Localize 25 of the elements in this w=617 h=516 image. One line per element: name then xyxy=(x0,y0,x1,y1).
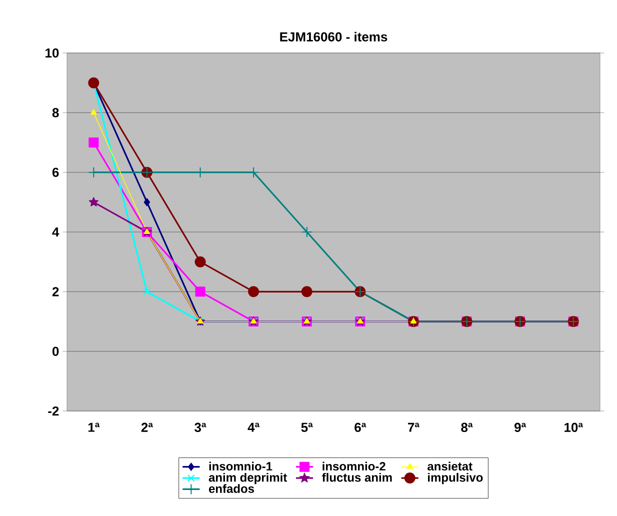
x-tick-label: 1ª xyxy=(88,422,100,432)
y-tick-label: -2 xyxy=(48,406,59,416)
x-tick-label: 9ª xyxy=(514,422,526,432)
x-tick-label: 10ª xyxy=(564,422,583,432)
y-tick-label: 2 xyxy=(52,287,59,296)
x-tick-label: 3ª xyxy=(194,422,206,432)
x-tick-label: 2ª xyxy=(141,422,153,432)
legend-label: impulsivo xyxy=(428,472,483,484)
x-tick-label: 5ª xyxy=(301,422,313,432)
legend-label: insomnio-2 xyxy=(322,462,386,471)
y-tick-label: 0 xyxy=(52,346,59,356)
legend-label: fluctus anim xyxy=(322,472,392,482)
legend-label: ansietat xyxy=(428,462,472,471)
y-tick-label: 6 xyxy=(52,168,59,177)
y-tick-label: 8 xyxy=(52,108,59,118)
y-tick-label: 4 xyxy=(52,228,60,236)
legend-label: anim deprimit xyxy=(208,472,288,484)
x-tick-label: 7ª xyxy=(408,422,420,432)
legend-label: insomnio-1 xyxy=(209,462,272,471)
legend-label: enfados xyxy=(208,484,254,493)
x-tick-label: 6ª xyxy=(354,422,366,432)
x-tick-label: 8ª xyxy=(461,422,473,432)
chart-title: EJM16060 - items xyxy=(280,32,388,42)
x-tick-label: 4ª xyxy=(248,422,260,432)
y-tick-label: 10 xyxy=(46,48,59,58)
